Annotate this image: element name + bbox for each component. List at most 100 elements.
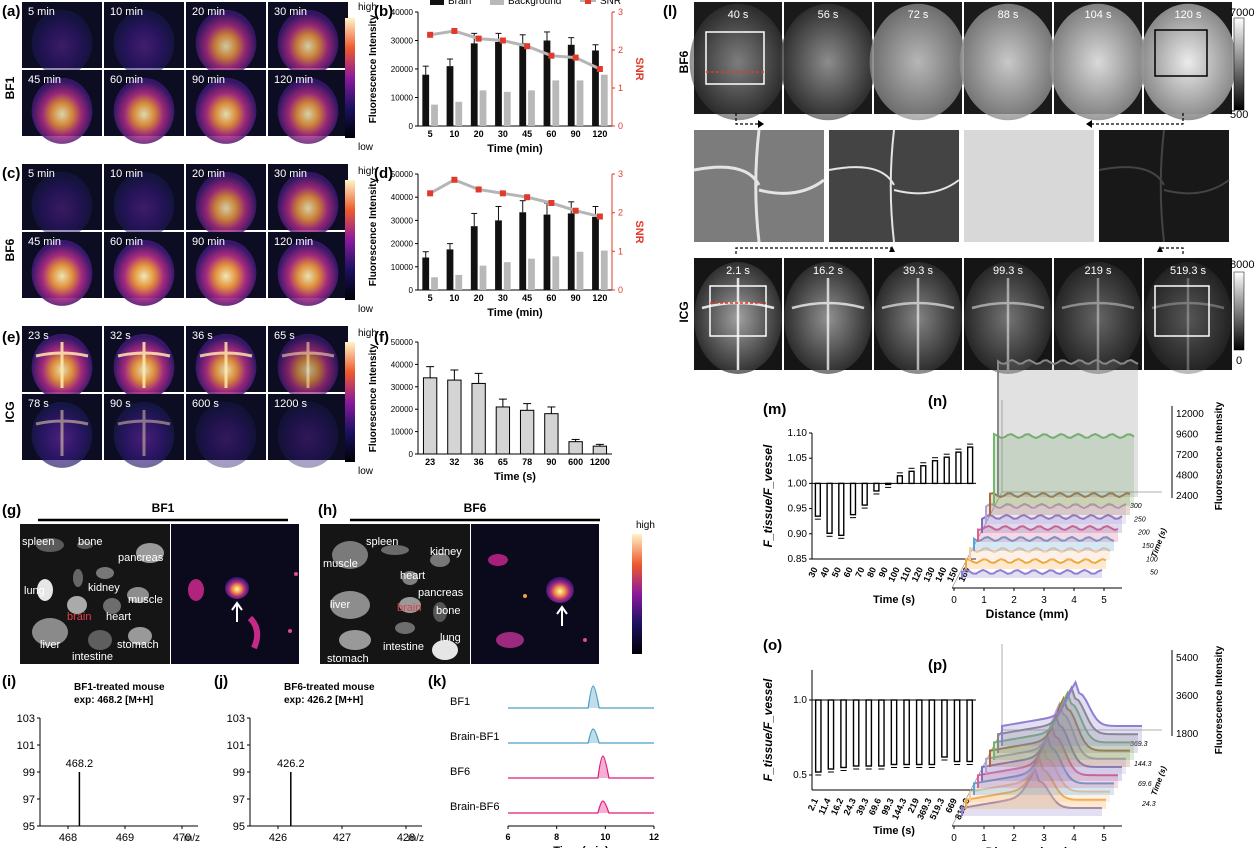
profile-line	[965, 557, 1107, 569]
time-label: 20 min	[192, 6, 225, 18]
plot-n-3d: 0 1 2 3 4 5 Distance (mm) 12000 9600 7200 4800 2400…	[951, 358, 1225, 621]
organ-label: bone	[436, 605, 460, 617]
vessel-trace	[881, 278, 955, 370]
z-tick-label: 9600	[1176, 430, 1199, 441]
spectrum-title: BF1-treated mouse	[74, 682, 165, 693]
vessel-trace	[117, 342, 171, 388]
x-tick-label: 1	[981, 833, 987, 844]
time-label: 90 min	[192, 236, 225, 248]
y-tick-label: 0	[409, 450, 414, 459]
profile-line	[985, 701, 1126, 774]
bar	[519, 409, 535, 455]
bar-background	[528, 258, 535, 290]
x-tick-label: 5	[428, 129, 433, 139]
plot-p-3d: 0 1 2 3 4 5 Distance (mm) 5400 3600 1800 Fluoresce…	[951, 644, 1225, 848]
panel-g-fluorescence	[171, 524, 299, 664]
bar-brain	[543, 214, 551, 290]
bar-background	[503, 91, 511, 126]
snr-point	[451, 28, 458, 34]
x-tick-label: 90	[877, 566, 890, 579]
bf6-brain	[959, 3, 1057, 121]
z-tick-label: 2400	[1176, 491, 1199, 502]
time-label: 104 s	[1085, 9, 1112, 21]
z-tick-label: 7200	[1176, 450, 1199, 461]
profile-fill	[962, 770, 1102, 816]
trace-label: BF6	[450, 766, 470, 778]
chart-m: 0.850.900.951.001.051.103040506070809010…	[761, 428, 976, 606]
bar-background	[503, 262, 511, 290]
bf6-brain	[689, 3, 787, 121]
mouse-body	[277, 77, 339, 144]
bar	[890, 699, 898, 766]
panel-f-label: (f)	[374, 329, 389, 346]
panel-l-bf6-row: 40 s 56 s 72 s 88 s 104 s 120 s	[689, 2, 1237, 121]
legend-label: Background	[508, 0, 561, 7]
spectrum-subtitle: exp: 468.2 [M+H]	[74, 695, 153, 706]
x-tick-label: 468	[59, 832, 77, 844]
profile-line	[985, 502, 1127, 524]
snr-point	[475, 186, 482, 193]
bar	[915, 699, 923, 766]
profile-fill	[978, 725, 1118, 788]
panel-h-fluorescence	[471, 524, 599, 664]
colorbar-a: high low	[345, 2, 377, 153]
time-label: 36 s	[192, 330, 213, 342]
profile-line	[997, 358, 1139, 497]
colorbar-a-high: high	[358, 2, 377, 13]
snr-point	[548, 200, 555, 206]
x-tick-label: 65	[498, 457, 508, 467]
time-label: 88 s	[998, 9, 1019, 21]
panel-g-label: (g)	[2, 502, 21, 519]
vessel-trace	[281, 342, 335, 388]
y-tick-label: 101	[227, 740, 245, 752]
y2-label: SNR	[633, 57, 645, 80]
x-tick-label: 5	[1101, 833, 1107, 844]
bar	[852, 699, 860, 767]
x-tick-label: 120	[592, 129, 607, 139]
bar-background	[552, 80, 560, 126]
bar	[544, 413, 559, 455]
time-label: 45 min	[28, 236, 61, 248]
bar-background	[455, 101, 463, 126]
panel-h-photo	[320, 524, 470, 664]
x-tick-label: 5	[1101, 595, 1107, 606]
bar-background	[552, 256, 560, 290]
bar-background	[455, 274, 463, 290]
bar-background	[479, 90, 487, 126]
x-tick-label: 427	[333, 832, 351, 844]
organ-label: brain	[67, 611, 91, 623]
zoom-frame	[829, 130, 959, 242]
colorbar-l-icg-min: 0	[1236, 355, 1242, 367]
bar-brain	[567, 213, 575, 290]
y-tick-label: 95	[233, 821, 245, 833]
bar	[931, 460, 939, 485]
mouse-body	[195, 9, 257, 76]
z-label: Fluorescence Intensity	[1214, 401, 1225, 510]
x-label: Distance (mm)	[986, 607, 1069, 621]
bf6-brain	[869, 3, 967, 121]
bar-brain	[470, 226, 478, 290]
bar-brain	[495, 220, 502, 290]
x-tick-label: 8	[554, 832, 559, 842]
roi-box	[705, 31, 765, 85]
colorbar-e: high low	[345, 328, 377, 477]
vessel-trace	[199, 342, 253, 388]
y-label: Fluorescence Intensity	[368, 14, 379, 123]
x-label: Time (s)	[873, 594, 915, 606]
profile-line	[989, 695, 1130, 767]
profile-line	[1001, 679, 1142, 746]
y-label: F_tissue/F_vessel	[761, 678, 775, 781]
bar	[928, 699, 936, 766]
x-unit: m/z	[408, 833, 424, 844]
profile-fill	[974, 736, 1114, 795]
zoom-frame	[964, 130, 1094, 242]
bar	[966, 699, 974, 763]
panel-l-zoom-row	[693, 129, 1230, 243]
spectrum-subtitle: exp: 426.2 [M+H]	[284, 695, 363, 706]
profile-fill	[998, 360, 1138, 497]
organ-label: heart	[400, 570, 425, 582]
bar-background	[576, 80, 584, 126]
bf6-brain	[779, 3, 877, 121]
